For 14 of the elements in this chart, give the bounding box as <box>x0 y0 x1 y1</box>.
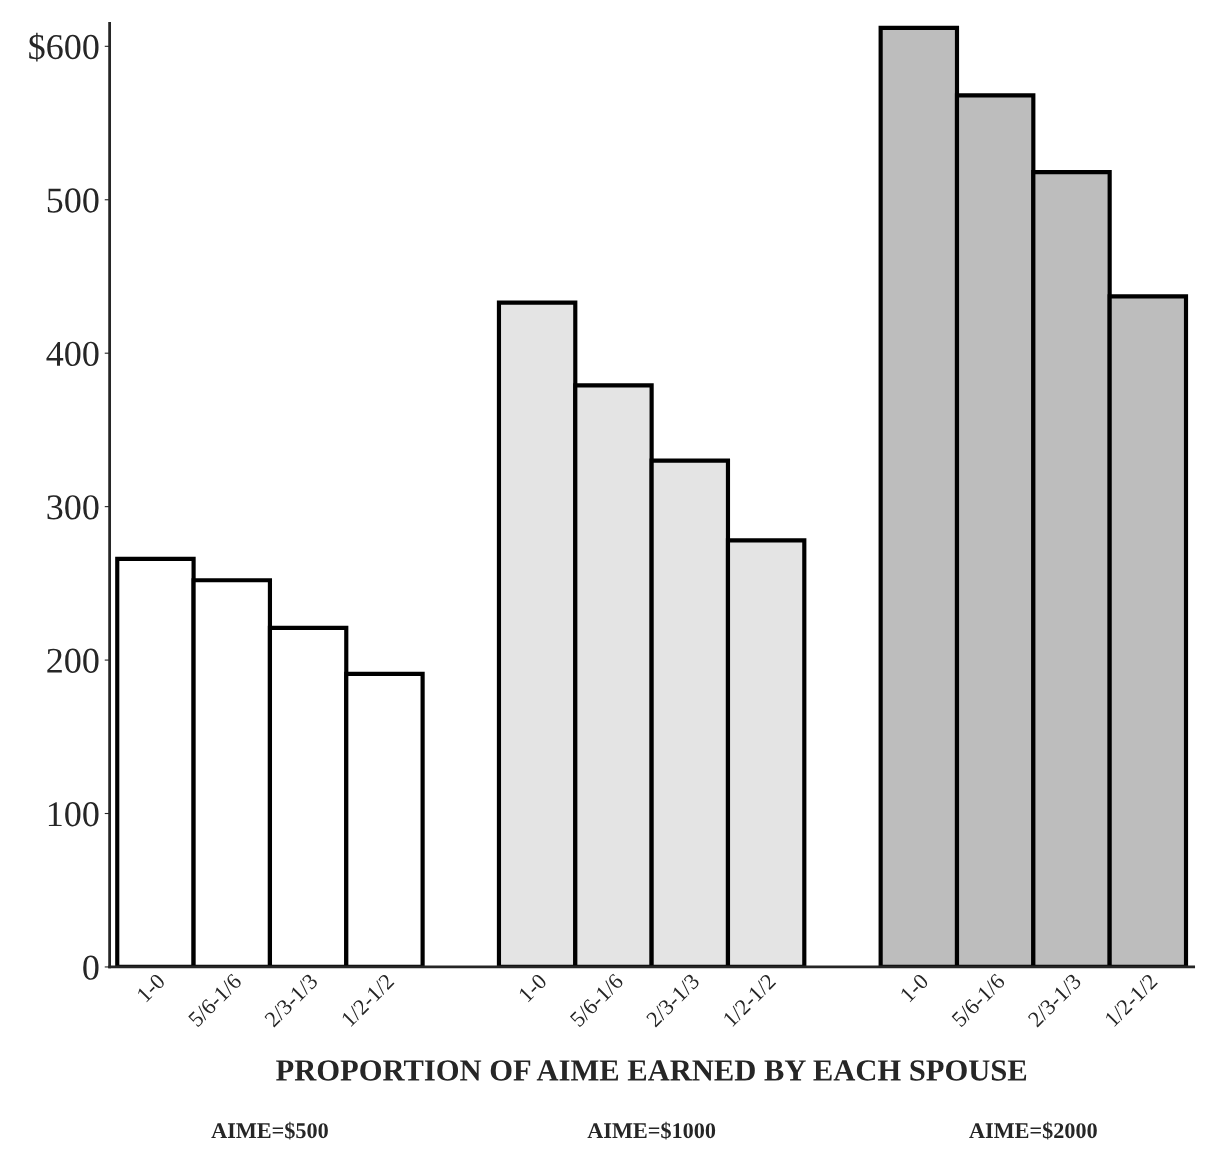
x-axis-title: PROPORTION OF AIME EARNED BY EACH SPOUSE <box>276 1060 1027 1081</box>
y-tick-label: 500 <box>47 188 99 213</box>
x-tick-label: 1-0 <box>518 972 548 1003</box>
y-tick-label: 0 <box>83 955 99 980</box>
x-tick-label: 1-0 <box>136 972 166 1003</box>
y-tick-label: 100 <box>48 802 99 827</box>
text: AIME=$1000 <box>587 1121 716 1140</box>
y-tick-label: 300 <box>47 495 99 520</box>
y-tick-label: 400 <box>46 341 99 367</box>
x-tick-label: 1-0 <box>899 972 930 1003</box>
text: AIME=$2000 <box>969 1121 1097 1140</box>
y-tick-label: $600 <box>29 32 99 62</box>
text: AIME=$500 <box>211 1121 328 1140</box>
y-tick-label: 200 <box>47 648 99 673</box>
